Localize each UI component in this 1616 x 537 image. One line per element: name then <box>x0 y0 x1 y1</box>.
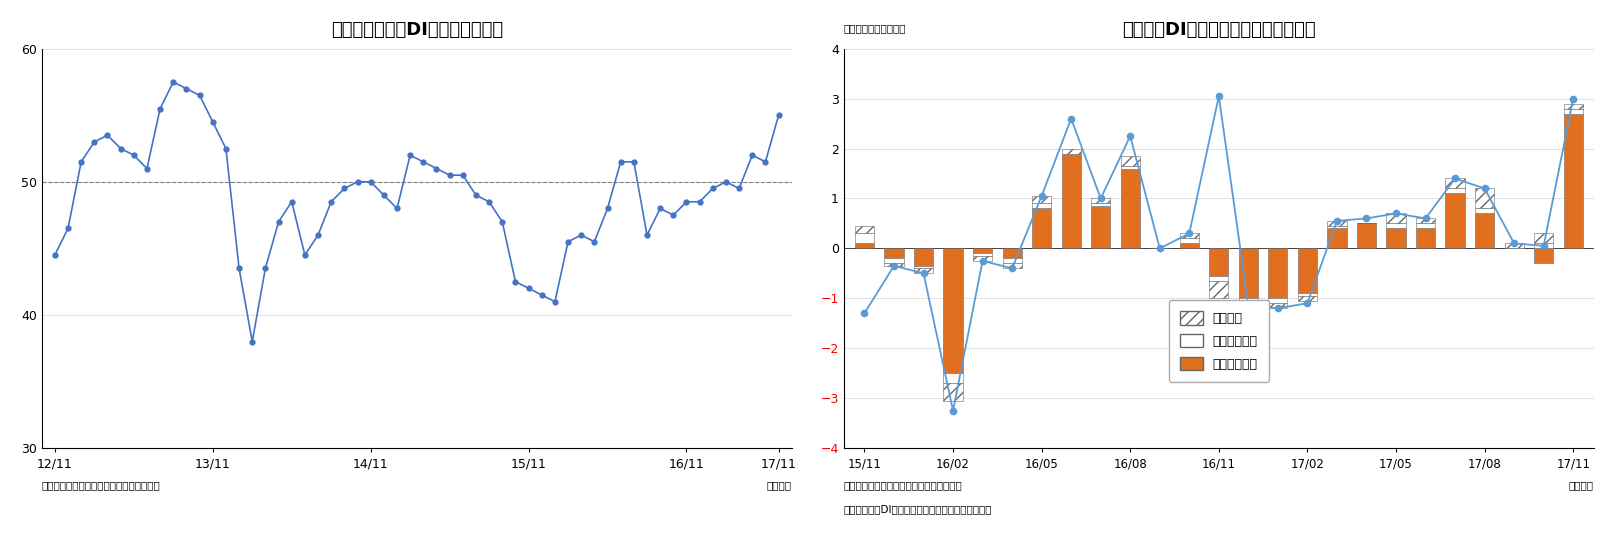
Bar <box>1475 188 1495 208</box>
Bar <box>1564 108 1582 114</box>
Bar <box>1387 223 1406 228</box>
Text: （注）分野別DIの前月差に各ウェイトを乗じて算出: （注）分野別DIの前月差に各ウェイトを乗じて算出 <box>844 504 992 514</box>
Bar <box>915 249 932 266</box>
Bar <box>884 249 903 258</box>
Text: （前月差、ポイント）: （前月差、ポイント） <box>844 23 907 33</box>
Bar <box>1475 208 1495 213</box>
Bar <box>1002 249 1021 258</box>
Bar <box>944 373 963 383</box>
Bar <box>1327 228 1346 249</box>
Bar <box>973 253 992 256</box>
Bar <box>1209 249 1228 276</box>
Bar <box>884 258 903 263</box>
Bar <box>1091 206 1110 249</box>
Bar <box>944 383 963 401</box>
Bar <box>1534 249 1553 263</box>
Bar <box>1209 281 1228 298</box>
Bar <box>1327 226 1346 228</box>
Bar <box>855 226 874 234</box>
Bar <box>1298 293 1317 296</box>
Bar <box>1239 301 1257 306</box>
Bar <box>1033 204 1052 208</box>
Bar <box>855 243 874 249</box>
Bar <box>1091 204 1110 206</box>
Bar <box>1445 178 1464 188</box>
Bar <box>1445 193 1464 249</box>
Bar <box>1445 188 1464 193</box>
Bar <box>1002 263 1021 268</box>
Bar <box>1387 228 1406 249</box>
Text: （資料）内閣府「景気ウォッチャー調査」: （資料）内閣府「景気ウォッチャー調査」 <box>42 480 160 490</box>
Bar <box>1062 154 1081 249</box>
Bar <box>1504 243 1524 249</box>
Bar <box>1269 298 1288 303</box>
Bar <box>1180 238 1199 243</box>
Bar <box>884 263 903 266</box>
Bar <box>1209 276 1228 281</box>
Bar <box>1239 249 1257 298</box>
Bar <box>1033 196 1052 204</box>
Title: 景気の現状判断DI（季節調整値）: 景気の現状判断DI（季節調整値） <box>331 21 503 39</box>
Bar <box>944 249 963 373</box>
Bar <box>973 249 992 253</box>
Title: 現状判断DI（季節調整値）の変動要因: 現状判断DI（季節調整値）の変動要因 <box>1122 21 1315 39</box>
Bar <box>1564 114 1582 249</box>
Text: （資料）内閣府「景気ウォッチャー調査」: （資料）内閣府「景気ウォッチャー調査」 <box>844 480 963 490</box>
Bar <box>1298 249 1317 293</box>
Bar <box>1416 219 1435 223</box>
Bar <box>855 234 874 243</box>
Bar <box>1180 234 1199 238</box>
Bar <box>1120 156 1139 166</box>
Bar <box>1327 221 1346 226</box>
Bar <box>1475 213 1495 249</box>
Bar <box>1269 303 1288 308</box>
Legend: 雇用関連, 企業動向関連, 家計動向関連: 雇用関連, 企業動向関連, 家計動向関連 <box>1168 300 1269 382</box>
Bar <box>1298 296 1317 301</box>
Bar <box>1091 199 1110 204</box>
Bar <box>915 268 932 273</box>
Bar <box>1120 166 1139 169</box>
Bar <box>915 266 932 268</box>
Bar <box>1120 169 1139 249</box>
Bar <box>1269 249 1288 298</box>
Bar <box>1180 243 1199 249</box>
Bar <box>1033 208 1052 249</box>
Bar <box>1239 298 1257 301</box>
Bar <box>1564 104 1582 108</box>
Bar <box>1002 258 1021 263</box>
Bar <box>1416 223 1435 228</box>
Bar <box>1357 223 1377 249</box>
Bar <box>1534 234 1553 243</box>
Bar <box>973 256 992 261</box>
Bar <box>1062 149 1081 154</box>
Text: （月次）: （月次） <box>766 480 792 490</box>
Bar <box>1534 243 1553 249</box>
Text: （月次）: （月次） <box>1569 480 1593 490</box>
Bar <box>1416 228 1435 249</box>
Bar <box>1387 213 1406 223</box>
